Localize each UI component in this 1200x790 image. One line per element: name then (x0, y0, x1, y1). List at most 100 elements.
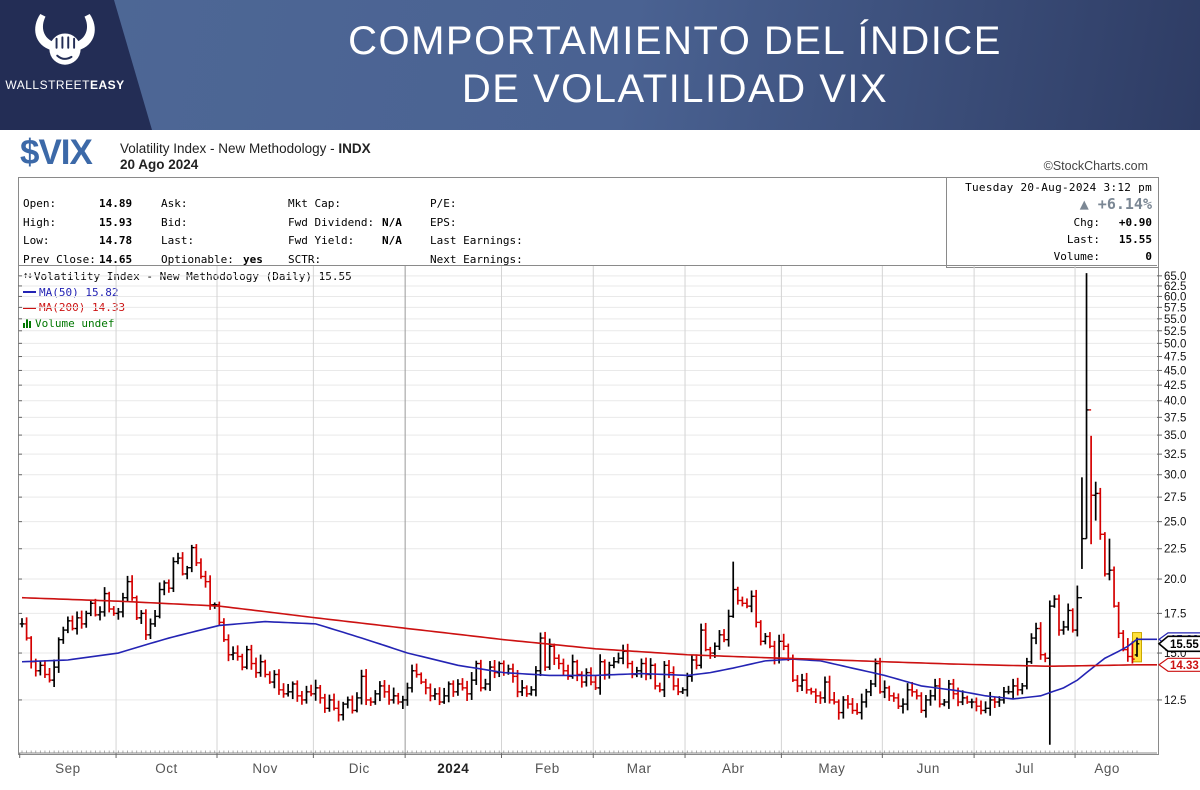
price-flag-15.55: 15.55 (1170, 639, 1199, 651)
last-row: Last: 15.55 (1066, 233, 1152, 246)
y-axis-tick-label: 55.0 (1164, 314, 1186, 326)
exchange-label: INDX (338, 141, 371, 156)
title-line-1: COMPORTAMIENTO DEL ÍNDICE (348, 19, 1002, 63)
quote-row: High: 15.93 (23, 214, 132, 233)
quote-row: Last: (161, 232, 263, 251)
x-axis-month-label: Dic (349, 761, 370, 776)
legend-volume: Volume undef (23, 316, 352, 332)
y-axis-tick-label: 22.5 (1164, 544, 1186, 556)
ma200-line (21, 596, 1157, 668)
quote-row: SCTR: (288, 251, 402, 270)
y-axis-tick-label: 12.5 (1164, 695, 1186, 707)
volume-row: Volume: 0 (1053, 250, 1152, 263)
y-axis-tick-label: 52.5 (1164, 326, 1186, 338)
quote-row: Mkt Cap: (288, 195, 402, 214)
ma50-line-swatch (23, 291, 36, 294)
x-axis-month-label: Jun (917, 761, 940, 776)
y-axis-tick-label: 57.5 (1164, 302, 1186, 314)
quote-label: Last: (161, 234, 195, 247)
y-axis-tick-label: 25.0 (1164, 517, 1186, 529)
quote-row: Low: 14.78 (23, 232, 132, 251)
y-axis-tick-label: 42.5 (1164, 380, 1186, 392)
percent-change: ▲ +6.14% (1079, 195, 1152, 213)
price-flag-14.33: 14.33 (1170, 660, 1199, 672)
ma50-line (21, 620, 1157, 700)
title-line-2: DE VOLATILIDAD VIX (461, 67, 889, 111)
quote-row: Last Earnings: (430, 232, 524, 251)
brand-name: WALLSTREETEASY (5, 78, 125, 92)
security-name: Volatility Index - New Methodology - IND… (120, 141, 371, 156)
quote-label: Low: (23, 234, 50, 247)
x-axis-month-label: Oct (155, 761, 178, 776)
y-axis-tick-label: 17.5 (1164, 608, 1186, 620)
quote-column-ohlc: Open: 14.89 High: 15.93 Low: 14.78 Prev Close:… (23, 195, 132, 269)
quote-label: Mkt Cap: (288, 197, 341, 210)
y-axis-tick-label: 40.0 (1164, 396, 1186, 408)
quote-label: Ask: (161, 197, 188, 210)
quote-row: P/E: (430, 195, 524, 214)
quote-label: Prev Close: (23, 252, 96, 266)
chart-panel: Open: 14.89 High: 15.93 Low: 14.78 Prev Close:… (18, 177, 1200, 776)
bull-logo-icon (26, 10, 104, 75)
x-axis-month-label: Jul (1015, 761, 1034, 776)
quote-label: Open: (23, 197, 57, 210)
quote-label: Fwd Yield: (288, 234, 355, 247)
x-axis-month-label: 2024 (437, 761, 469, 776)
quote-label: Next Earnings: (430, 252, 523, 266)
quote-value: N/A (382, 215, 402, 229)
y-axis-tick-label: 27.5 (1164, 492, 1186, 504)
y-axis-tick-label: 37.5 (1164, 412, 1186, 424)
quote-column-fundamentals: Mkt Cap: Fwd Dividend: N/A Fwd Yield: N/A SCT… (288, 195, 402, 269)
quote-datetime: Tuesday 20-Aug-2024 3:12 pm (965, 181, 1152, 194)
quote-row: Optionable: yes (161, 251, 263, 270)
y-axis-tick-label: 20.0 (1164, 574, 1186, 586)
quote-label: Bid: (161, 215, 188, 229)
quote-row: Fwd Yield: N/A (288, 232, 402, 251)
quote-row: Open: 14.89 (23, 195, 132, 214)
quote-label: High: (23, 215, 57, 229)
price-chart: 12.515.017.520.022.525.027.530.032.535.0… (18, 265, 1200, 776)
x-axis-month-label: May (818, 761, 845, 776)
quote-row: Prev Close: 14.65 (23, 251, 132, 270)
quote-label: Fwd Dividend: (288, 215, 375, 229)
y-axis-tick-label: 35.0 (1164, 430, 1186, 442)
quote-label: SCTR: (288, 252, 322, 266)
quote-column-bidask: Ask: Bid: Last: Optionable: yes (161, 195, 263, 269)
quote-label: Optionable: (161, 252, 234, 266)
x-axis-month-label: Nov (252, 761, 278, 776)
stockcharts-credit: ©StockCharts.com (1043, 159, 1148, 173)
x-axis-month-label: Ago (1094, 761, 1120, 776)
brand-panel: WALLSTREETEASY (0, 0, 152, 130)
quote-row: Fwd Dividend: N/A (288, 214, 402, 233)
y-axis-tick-label: 32.5 (1164, 449, 1186, 461)
quote-value: 14.89 (99, 197, 133, 210)
quote-row: EPS: (430, 214, 524, 233)
y-axis-tick-label: 45.0 (1164, 365, 1186, 377)
banner: COMPORTAMIENTO DEL ÍNDICE DE VOLATILIDAD… (0, 0, 1200, 130)
page-title: COMPORTAMIENTO DEL ÍNDICE DE VOLATILIDAD… (170, 0, 1180, 130)
quote-value: N/A (382, 234, 402, 247)
quote-row: Next Earnings: (430, 251, 524, 270)
volume-bars-icon (23, 318, 32, 328)
chart-date: 20 Ago 2024 (120, 157, 199, 172)
x-axis-month-label: Feb (535, 761, 560, 776)
quote-label: EPS: (430, 215, 457, 229)
x-axis-month-label: Sep (55, 761, 81, 776)
quote-column-earnings: P/E: EPS: Last Earnings: Next Earnings: (430, 195, 524, 269)
y-axis-tick-label: 60.0 (1164, 291, 1186, 303)
quote-value: 14.65 (99, 252, 133, 266)
legend-ma50: MA(50) 15.82 (23, 285, 352, 301)
quote-value: 15.93 (99, 215, 133, 229)
x-axis-month-label: Abr (722, 761, 745, 776)
y-axis-tick-label: 30.0 (1164, 470, 1186, 482)
quote-row: Bid: (161, 214, 263, 233)
quote-row: Ask: (161, 195, 263, 214)
quote-value: yes (243, 252, 263, 266)
y-axis-tick-label: 50.0 (1164, 338, 1186, 350)
quote-label: Last Earnings: (430, 234, 523, 247)
quote-info-panel: Tuesday 20-Aug-2024 3:12 pm ▲ +6.14% Chg… (946, 178, 1158, 268)
y-axis-tick-label: 47.5 (1164, 352, 1186, 364)
quote-value: 14.78 (99, 234, 133, 247)
y-axis-tick-label: 62.5 (1164, 281, 1186, 293)
